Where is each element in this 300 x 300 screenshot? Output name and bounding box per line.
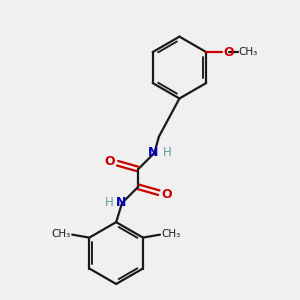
Text: O: O — [223, 46, 234, 59]
Text: N: N — [116, 196, 127, 209]
Text: H: H — [163, 146, 171, 159]
Text: H: H — [105, 196, 114, 209]
Text: CH₃: CH₃ — [161, 229, 181, 239]
Text: CH₃: CH₃ — [52, 229, 71, 239]
Text: O: O — [104, 155, 115, 168]
Text: N: N — [148, 146, 158, 159]
Text: O: O — [162, 188, 172, 201]
Text: CH₃: CH₃ — [238, 47, 258, 57]
